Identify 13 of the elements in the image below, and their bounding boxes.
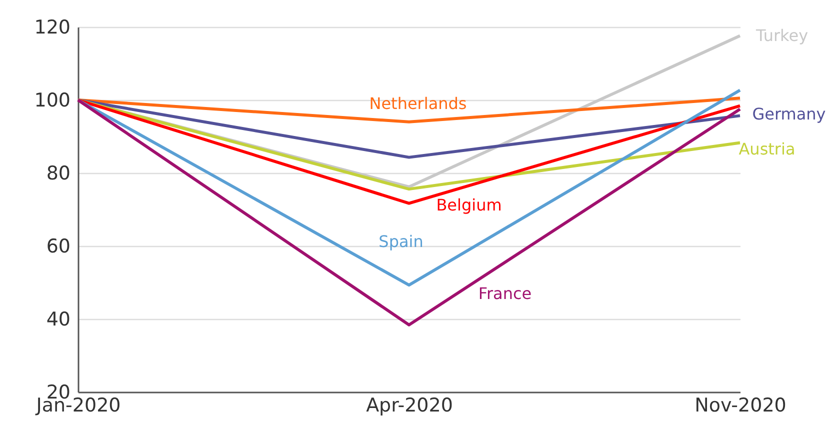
series-label: Germany bbox=[752, 104, 826, 124]
series-label: France bbox=[478, 284, 532, 303]
series-label: Belgium bbox=[436, 195, 502, 214]
y-tick-label: 60 bbox=[46, 236, 70, 258]
x-tick-label: Nov-2020 bbox=[694, 394, 786, 416]
y-tick-label: 80 bbox=[46, 162, 70, 184]
x-tick-label: Apr-2020 bbox=[366, 394, 453, 416]
y-tick-label: 120 bbox=[34, 16, 70, 38]
series-label: Spain bbox=[378, 232, 424, 252]
y-tick-label: 100 bbox=[34, 90, 70, 112]
y-tick-label: 40 bbox=[46, 308, 70, 330]
series-label: Austria bbox=[738, 140, 796, 159]
series-label: Netherlands bbox=[369, 94, 467, 113]
